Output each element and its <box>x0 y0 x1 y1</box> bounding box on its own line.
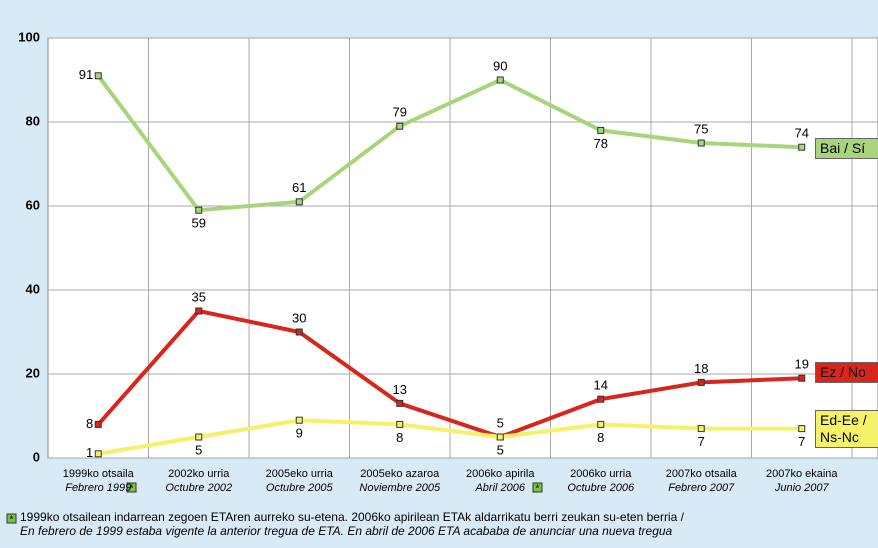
data-point <box>195 206 203 214</box>
x-tick-label: 2006ko apirila <box>466 468 535 480</box>
data-label: 35 <box>192 289 206 304</box>
data-point <box>94 450 102 458</box>
data-point <box>94 72 102 80</box>
x-tick-label: 1999ko otsaila <box>63 468 135 480</box>
data-point <box>396 122 404 130</box>
y-tick-label: 100 <box>18 29 40 44</box>
x-tick-label: 2007ko ekaina <box>766 468 838 480</box>
data-point <box>697 139 705 147</box>
y-tick-label: 0 <box>33 449 40 464</box>
data-point <box>94 420 102 428</box>
x-tick-label: Febrero 1999 <box>65 482 131 494</box>
data-point <box>195 307 203 315</box>
x-tick-label: 2006ko urria <box>570 468 632 480</box>
data-point <box>396 399 404 407</box>
data-point <box>697 378 705 386</box>
y-tick-label: 20 <box>26 365 40 380</box>
data-label: 19 <box>795 357 809 372</box>
data-point <box>798 425 806 433</box>
data-point <box>295 328 303 336</box>
y-tick-label: 60 <box>26 197 40 212</box>
data-label: 74 <box>795 126 809 141</box>
data-point <box>597 420 605 428</box>
y-tick-label: 80 <box>26 113 40 128</box>
data-label: 8 <box>86 416 93 431</box>
x-tick-label: 2007ko otsaila <box>666 468 738 480</box>
series-line <box>97 418 802 456</box>
data-point <box>597 395 605 403</box>
series-line <box>96 308 802 440</box>
x-tick-label: 2005eko azaroa <box>360 468 440 480</box>
data-label: 5 <box>497 415 504 430</box>
x-tick-label: Abril 2006 <box>474 482 525 494</box>
data-label: 75 <box>694 121 708 136</box>
data-label: 1 <box>86 445 93 460</box>
svg-text:*: * <box>10 515 14 526</box>
data-label: 59 <box>192 216 206 231</box>
data-point <box>496 76 504 84</box>
data-label: 8 <box>396 430 403 445</box>
data-label: 90 <box>493 58 507 73</box>
star-icon: * * * <box>6 482 543 526</box>
data-label: 18 <box>694 361 708 376</box>
x-tick-label: Febrero 2007 <box>668 482 735 494</box>
data-point <box>295 198 303 206</box>
data-label: 5 <box>497 442 504 457</box>
data-label: 9 <box>296 426 303 441</box>
x-tick-label: Octubre 2006 <box>567 482 635 494</box>
x-tick-label: Noviembre 2005 <box>359 482 441 494</box>
x-tick-label: Octubre 2002 <box>165 482 232 494</box>
data-label: 78 <box>594 136 608 151</box>
x-tick-label: Octubre 2005 <box>266 482 334 494</box>
data-label: 91 <box>79 67 93 82</box>
data-label: 8 <box>597 430 604 445</box>
data-point <box>295 416 303 424</box>
data-label: 79 <box>393 105 407 120</box>
data-point <box>697 425 705 433</box>
data-point <box>496 433 504 441</box>
footnote: 1999ko otsailean indarrean zegoen ETAren… <box>20 510 685 524</box>
plot-area <box>47 37 878 459</box>
data-label: 14 <box>594 378 608 393</box>
data-point <box>798 143 806 151</box>
data-label: 7 <box>798 434 805 449</box>
legend-entry: Bai / Sí <box>815 138 878 159</box>
legend-entry: Ez / No <box>815 362 878 383</box>
data-label: 5 <box>195 442 202 457</box>
svg-text:*: * <box>536 484 540 495</box>
x-tick-label: Junio 2007 <box>774 482 830 494</box>
series-line <box>96 74 802 213</box>
data-point <box>195 433 203 441</box>
data-label: 61 <box>292 180 306 195</box>
x-tick-label: 2005eko urria <box>266 468 334 480</box>
x-tick-label: 2002ko urria <box>168 468 230 480</box>
data-label: 7 <box>698 434 705 449</box>
data-point <box>597 126 605 134</box>
data-point <box>396 420 404 428</box>
legend-entry: Ed-Ee / Ns-Nc <box>815 410 878 448</box>
footnote: En febrero de 1999 estaba vigente la ant… <box>20 524 673 538</box>
data-label: 30 <box>292 310 306 325</box>
data-label: 13 <box>393 382 407 397</box>
data-point <box>798 374 806 382</box>
y-tick-label: 40 <box>26 281 40 296</box>
svg-text:*: * <box>130 484 134 495</box>
